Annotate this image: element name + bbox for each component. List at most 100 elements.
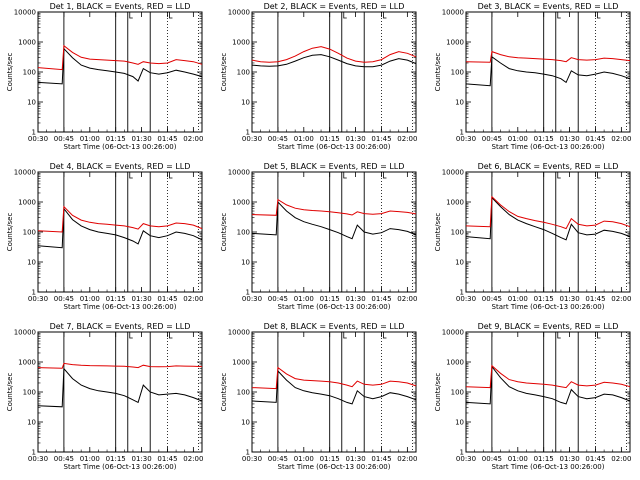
x-tick-label: 01:00 bbox=[80, 455, 100, 463]
panel-9: Det 9, BLACK = Events, RED = LLD 1 10 100 10… bbox=[434, 322, 631, 471]
x-tick-label: 01:45 bbox=[157, 455, 177, 463]
y-tick-label: 1 bbox=[32, 289, 36, 297]
y-tick-label: 10 bbox=[241, 259, 250, 267]
x-tick-label: 01:15 bbox=[534, 455, 554, 463]
panel-4: Det 4, BLACK = Events, RED = LLD 1 10 100 10… bbox=[6, 162, 203, 311]
interval-marker bbox=[383, 172, 387, 179]
x-tick-label: 01:45 bbox=[157, 295, 177, 303]
x-tick-label: 02:00 bbox=[611, 455, 631, 463]
x-tick-label: 00:30 bbox=[28, 135, 48, 143]
y-tick-label: 100 bbox=[23, 389, 36, 397]
series-lld bbox=[465, 50, 631, 63]
y-tick-label: 10000 bbox=[14, 9, 36, 17]
x-tick-label: 01:30 bbox=[131, 455, 151, 463]
x-tick-label: 00:45 bbox=[482, 295, 502, 303]
x-tick-label: 01:00 bbox=[508, 135, 528, 143]
x-tick-label: 01:00 bbox=[80, 295, 100, 303]
y-axis-label: Counts/sec bbox=[434, 373, 442, 412]
x-tick-label: 01:30 bbox=[345, 135, 365, 143]
x-tick-label: 02:00 bbox=[183, 295, 203, 303]
y-tick-label: 1000 bbox=[232, 199, 250, 207]
y-tick-label: 10 bbox=[27, 419, 36, 427]
x-tick-label: 01:45 bbox=[585, 455, 605, 463]
series-lld bbox=[465, 195, 631, 230]
y-axis-label: Counts/sec bbox=[220, 373, 228, 412]
x-tick-label: 02:00 bbox=[611, 295, 631, 303]
x-tick-label: 00:30 bbox=[242, 295, 262, 303]
x-tick-label: 01:15 bbox=[106, 295, 126, 303]
x-tick-label: 00:45 bbox=[268, 135, 288, 143]
panel-6: Det 6, BLACK = Events, RED = LLD 1 10 100 10… bbox=[434, 162, 631, 311]
x-tick-label: 01:15 bbox=[320, 135, 340, 143]
x-tick-label: 00:30 bbox=[28, 295, 48, 303]
x-tick-label: 01:15 bbox=[534, 295, 554, 303]
x-tick-label: 01:30 bbox=[559, 455, 579, 463]
y-tick-label: 10000 bbox=[14, 169, 36, 177]
x-tick-label: 01:30 bbox=[131, 295, 151, 303]
x-tick-label: 02:00 bbox=[183, 135, 203, 143]
y-axis-label: Counts/sec bbox=[434, 213, 442, 252]
x-axis-label: Start Time (06-Oct-13 00:26:00) bbox=[64, 463, 177, 471]
panel-title: Det 8, BLACK = Events, RED = LLD bbox=[264, 322, 405, 331]
interval-marker bbox=[597, 172, 601, 179]
x-tick-label: 00:30 bbox=[28, 455, 48, 463]
interval-marker bbox=[169, 332, 173, 339]
panel-title: Det 3, BLACK = Events, RED = LLD bbox=[478, 2, 619, 11]
x-tick-label: 01:15 bbox=[106, 135, 126, 143]
panel-title: Det 5, BLACK = Events, RED = LLD bbox=[264, 162, 405, 171]
x-tick-label: 01:45 bbox=[157, 135, 177, 143]
y-tick-label: 10 bbox=[455, 99, 464, 107]
x-tick-label: 01:00 bbox=[508, 455, 528, 463]
y-tick-label: 100 bbox=[451, 69, 464, 77]
interval-marker bbox=[383, 332, 387, 339]
interval-marker bbox=[557, 12, 561, 19]
y-tick-label: 10000 bbox=[14, 329, 36, 337]
x-tick-label: 01:30 bbox=[345, 295, 365, 303]
y-tick-label: 10 bbox=[241, 99, 250, 107]
y-tick-label: 1000 bbox=[446, 359, 464, 367]
x-tick-label: 00:45 bbox=[482, 135, 502, 143]
panel-title: Det 7, BLACK = Events, RED = LLD bbox=[50, 322, 191, 331]
x-tick-label: 02:00 bbox=[397, 135, 417, 143]
y-tick-label: 100 bbox=[237, 229, 250, 237]
x-tick-label: 01:00 bbox=[294, 295, 314, 303]
y-axis-label: Counts/sec bbox=[434, 53, 442, 92]
x-tick-label: 01:45 bbox=[585, 135, 605, 143]
interval-marker bbox=[597, 12, 601, 19]
x-tick-label: 01:45 bbox=[371, 135, 391, 143]
series-events bbox=[37, 207, 203, 249]
interval-marker bbox=[557, 172, 561, 179]
y-tick-label: 10000 bbox=[228, 9, 250, 17]
y-tick-label: 1000 bbox=[232, 359, 250, 367]
y-tick-label: 10000 bbox=[228, 329, 250, 337]
x-axis-label: Start Time (06-Oct-13 00:26:00) bbox=[278, 463, 391, 471]
x-tick-label: 00:45 bbox=[268, 455, 288, 463]
x-tick-label: 01:15 bbox=[534, 135, 554, 143]
x-tick-label: 00:30 bbox=[456, 455, 476, 463]
y-axis-label: Counts/sec bbox=[6, 53, 14, 92]
y-tick-label: 10 bbox=[455, 259, 464, 267]
panel-3: Det 3, BLACK = Events, RED = LLD 1 10 100 10… bbox=[434, 2, 631, 151]
x-tick-label: 00:30 bbox=[242, 455, 262, 463]
x-axis-label: Start Time (06-Oct-13 00:26:00) bbox=[64, 143, 177, 151]
y-tick-label: 100 bbox=[237, 69, 250, 77]
y-tick-label: 10 bbox=[27, 99, 36, 107]
x-tick-label: 01:45 bbox=[585, 295, 605, 303]
x-tick-label: 00:45 bbox=[268, 295, 288, 303]
series-events bbox=[465, 365, 631, 405]
x-tick-label: 01:00 bbox=[294, 455, 314, 463]
y-axis-label: Counts/sec bbox=[6, 373, 14, 412]
interval-marker bbox=[597, 332, 601, 339]
x-tick-label: 01:30 bbox=[131, 135, 151, 143]
y-tick-label: 1000 bbox=[18, 199, 36, 207]
series-events bbox=[251, 369, 417, 405]
x-tick-label: 01:15 bbox=[106, 455, 126, 463]
x-tick-label: 01:30 bbox=[345, 455, 365, 463]
y-tick-label: 1000 bbox=[446, 39, 464, 47]
x-tick-label: 02:00 bbox=[611, 135, 631, 143]
y-tick-label: 10000 bbox=[228, 169, 250, 177]
series-events bbox=[465, 196, 631, 241]
panel-title: Det 9, BLACK = Events, RED = LLD bbox=[478, 322, 619, 331]
series-events bbox=[465, 55, 631, 87]
